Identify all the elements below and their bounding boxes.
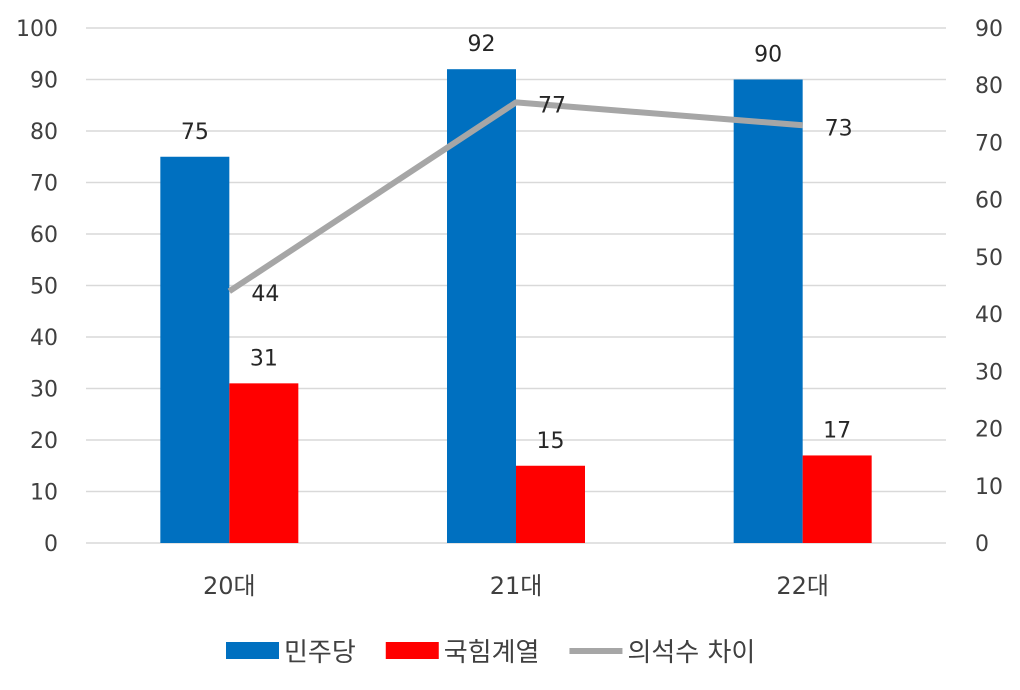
bar-democratic-2 <box>733 79 803 543</box>
left-tick-label: 20 <box>30 429 58 454</box>
line-data-label: 73 <box>825 116 853 141</box>
bar-data-label: 90 <box>754 43 782 68</box>
legend-swatch <box>226 642 279 659</box>
bar-data-label: 75 <box>181 120 209 145</box>
legend-label: 국힘계열 <box>444 638 540 668</box>
bar-data-label: 17 <box>823 418 851 443</box>
right-tick-label: 20 <box>975 418 1003 443</box>
left-tick-label: 100 <box>16 17 58 42</box>
bar-ppp-0 <box>229 383 299 543</box>
left-y-axis: 0 10 20 30 40 50 60 70 80 90 100 <box>16 17 58 557</box>
left-tick-label: 90 <box>30 69 58 94</box>
category-label: 21대 <box>490 572 543 600</box>
bar-ppp-1 <box>516 465 585 543</box>
line-data-label: 44 <box>251 282 279 307</box>
bar-democratic-0 <box>160 156 230 543</box>
bar-data-label: 31 <box>250 346 278 371</box>
left-tick-label: 70 <box>30 172 58 197</box>
bar-democratic-1 <box>447 69 516 543</box>
legend-swatch <box>385 642 439 659</box>
right-tick-label: 50 <box>975 246 1003 271</box>
legend-label: 의석수 차이 <box>627 638 755 668</box>
line-series <box>227 99 803 294</box>
right-tick-label: 90 <box>975 17 1003 42</box>
right-tick-label: 60 <box>975 189 1003 214</box>
bar-data-label: 92 <box>468 32 496 57</box>
x-axis-categories: 20대 21대 22대 <box>203 572 829 600</box>
right-tick-label: 80 <box>975 74 1003 99</box>
left-tick-label: 0 <box>44 532 58 557</box>
line-data-label: 77 <box>538 93 566 118</box>
category-label: 20대 <box>203 572 256 600</box>
data-labels: 75 31 92 15 90 17 44 77 73 <box>181 32 853 454</box>
category-label: 22대 <box>776 572 829 600</box>
right-tick-label: 40 <box>975 303 1003 328</box>
right-tick-label: 10 <box>975 475 1003 500</box>
legend-label: 민주당 <box>284 638 356 668</box>
left-tick-label: 30 <box>30 378 58 403</box>
legend: 민주당 국힘계열 의석수 차이 <box>226 638 755 668</box>
left-tick-label: 60 <box>30 223 58 248</box>
right-tick-label: 70 <box>975 131 1003 156</box>
left-tick-label: 10 <box>30 481 58 506</box>
left-tick-label: 80 <box>30 120 58 145</box>
bar-ppp-2 <box>802 455 872 543</box>
right-tick-label: 0 <box>975 532 989 557</box>
bar-data-label: 15 <box>537 429 565 454</box>
left-tick-label: 50 <box>30 275 58 300</box>
right-y-axis: 0 10 20 30 40 50 60 70 80 90 <box>975 17 1003 557</box>
right-tick-label: 30 <box>975 360 1003 385</box>
bars <box>160 69 872 543</box>
left-tick-label: 40 <box>30 326 58 351</box>
